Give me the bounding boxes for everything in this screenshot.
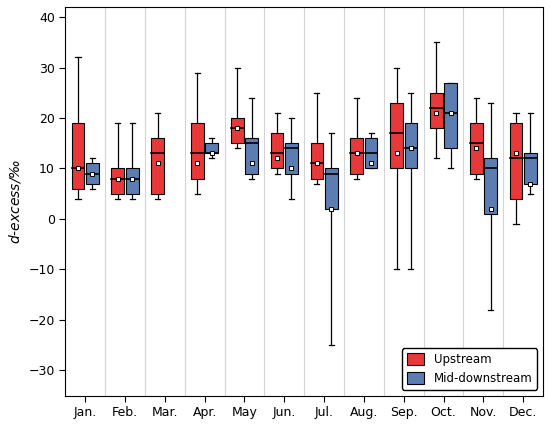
FancyBboxPatch shape xyxy=(271,133,283,168)
Legend: Upstream, Mid-downstream: Upstream, Mid-downstream xyxy=(402,348,537,390)
FancyBboxPatch shape xyxy=(206,143,218,153)
FancyBboxPatch shape xyxy=(365,138,377,168)
FancyBboxPatch shape xyxy=(325,168,338,209)
FancyBboxPatch shape xyxy=(524,153,537,184)
FancyBboxPatch shape xyxy=(470,123,482,173)
FancyBboxPatch shape xyxy=(72,123,84,189)
FancyBboxPatch shape xyxy=(245,138,258,173)
FancyBboxPatch shape xyxy=(484,158,497,214)
FancyBboxPatch shape xyxy=(86,164,99,184)
FancyBboxPatch shape xyxy=(350,138,363,173)
FancyBboxPatch shape xyxy=(126,168,139,194)
FancyBboxPatch shape xyxy=(390,103,403,168)
FancyBboxPatch shape xyxy=(231,118,244,143)
FancyBboxPatch shape xyxy=(191,123,204,178)
FancyBboxPatch shape xyxy=(311,143,323,178)
FancyBboxPatch shape xyxy=(510,123,522,199)
Y-axis label: $d$-excess/‰: $d$-excess/‰ xyxy=(7,158,23,244)
FancyBboxPatch shape xyxy=(285,143,298,173)
FancyBboxPatch shape xyxy=(112,168,124,194)
FancyBboxPatch shape xyxy=(444,83,457,148)
FancyBboxPatch shape xyxy=(151,138,164,194)
FancyBboxPatch shape xyxy=(430,93,443,128)
FancyBboxPatch shape xyxy=(404,123,417,168)
